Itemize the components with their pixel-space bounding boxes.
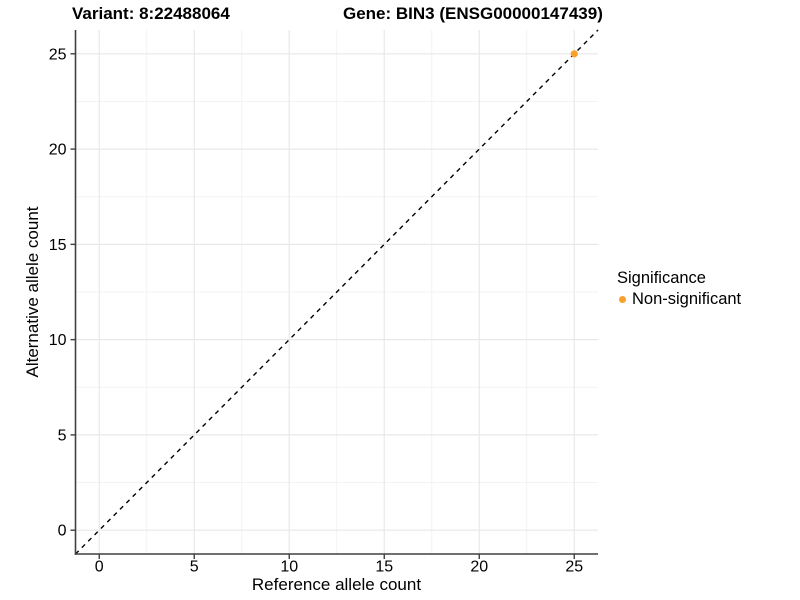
legend-item-label: Non-significant [632, 290, 742, 308]
y-axis-title: Alternative allele count [23, 206, 42, 378]
identity-reference-line [75, 29, 599, 555]
y-tick-label: 0 [58, 523, 67, 540]
legend-dot-icon [619, 295, 626, 303]
x-tick-label: 10 [280, 559, 298, 576]
plot-title-variant: Variant: 8:22488064 [72, 4, 230, 23]
legend-item-non-significant: Non-significant [617, 289, 741, 309]
legend-title: Significance [617, 269, 706, 287]
y-tick-label: 15 [49, 237, 67, 254]
x-tick-label: 20 [470, 559, 488, 576]
legend: Significance Non-significant [617, 268, 741, 309]
y-tick-label: 25 [49, 46, 67, 63]
x-axis-title: Reference allele count [251, 575, 422, 594]
x-tick-label: 5 [190, 559, 199, 576]
x-tick-label: 0 [95, 559, 104, 576]
plot-title-gene: Gene: BIN3 (ENSG00000147439) [343, 4, 603, 23]
y-tick-label: 20 [49, 142, 67, 159]
y-tick-label: 5 [58, 427, 67, 444]
x-tick-label: 25 [565, 559, 583, 576]
data-point [570, 50, 578, 58]
x-tick-label: 15 [375, 559, 393, 576]
y-tick-label: 10 [49, 332, 67, 349]
